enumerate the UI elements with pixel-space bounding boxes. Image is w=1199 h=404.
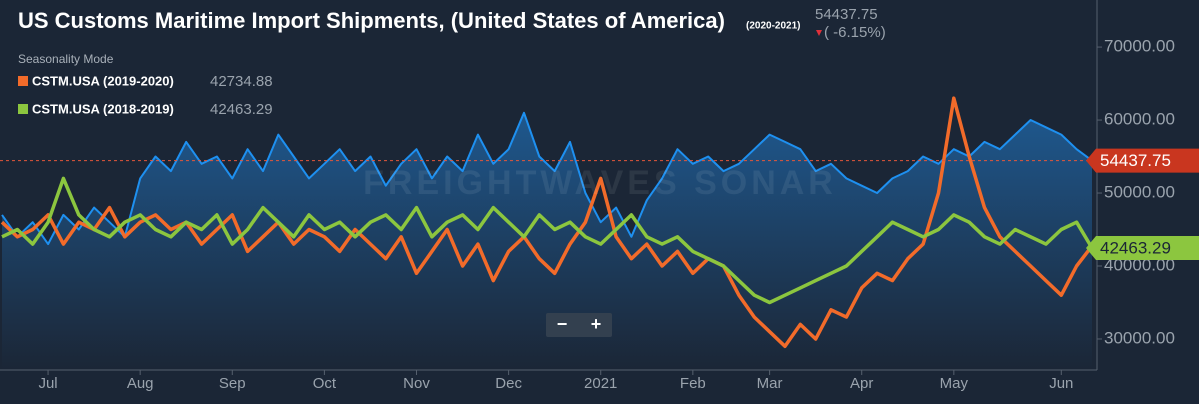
last-value-label: 54437.75 xyxy=(1100,151,1171,170)
y-tick-label: 30000.00 xyxy=(1104,328,1175,347)
x-tick-label: Sep xyxy=(219,375,246,392)
x-tick-label: May xyxy=(940,375,969,392)
zoom-panel xyxy=(546,313,612,337)
legend-value: 42463.29 xyxy=(210,101,273,118)
last-value-label: 42463.29 xyxy=(1100,239,1171,258)
y-tick-label: 50000.00 xyxy=(1104,183,1175,202)
y-tick-label: 40000.00 xyxy=(1104,255,1175,274)
x-tick-label: Mar xyxy=(757,375,783,392)
axes: 30000.00 40000.00 50000.00 60000.00 70000.00… xyxy=(38,37,1174,392)
zoom-out-button[interactable]: − xyxy=(557,314,568,334)
legend-label[interactable]: CSTM.USA (2019-2020) xyxy=(32,73,174,88)
last-value-badge xyxy=(1086,148,1199,173)
legend-swatch xyxy=(18,104,28,114)
down-arrow xyxy=(816,30,822,36)
line xyxy=(1,176,1094,305)
x-tick-label: Feb xyxy=(680,375,706,392)
area xyxy=(2,112,1092,371)
legend-label[interactable]: CSTM.USA (2018-2019) xyxy=(32,101,174,116)
x-tick-label: 2021 xyxy=(584,375,617,392)
x-tick-label: Apr xyxy=(850,375,873,392)
x-tick-label: Aug xyxy=(127,375,154,392)
x-tick-label: Jun xyxy=(1049,375,1073,392)
x-tick-label: Dec xyxy=(495,375,522,392)
badges: 54437.75 42463.29 xyxy=(1086,148,1199,261)
last-value-badge xyxy=(1086,236,1199,261)
watermark: FREIGHTWAVES SONAR xyxy=(363,164,837,202)
change-label: ( -6.15%) xyxy=(824,24,886,41)
legend-swatch xyxy=(18,76,28,86)
y-tick-label: 60000.00 xyxy=(1104,110,1175,129)
plot xyxy=(0,96,1097,371)
legend-value: 42734.88 xyxy=(210,73,273,90)
header-value: 54437.75 xyxy=(815,6,878,23)
y-tick-label: 70000.00 xyxy=(1104,37,1175,56)
line xyxy=(1,111,1093,246)
chart-title: US Customs Maritime Import Shipments, (U… xyxy=(18,8,725,33)
zoom-in-button[interactable]: + xyxy=(591,314,602,334)
title-period: (2020-2021) xyxy=(746,21,800,32)
x-tick-label: Oct xyxy=(313,375,337,392)
mode-label: Seasonality Mode xyxy=(18,52,114,66)
x-tick-label: Nov xyxy=(403,375,430,392)
x-tick-label: Jul xyxy=(38,375,57,392)
